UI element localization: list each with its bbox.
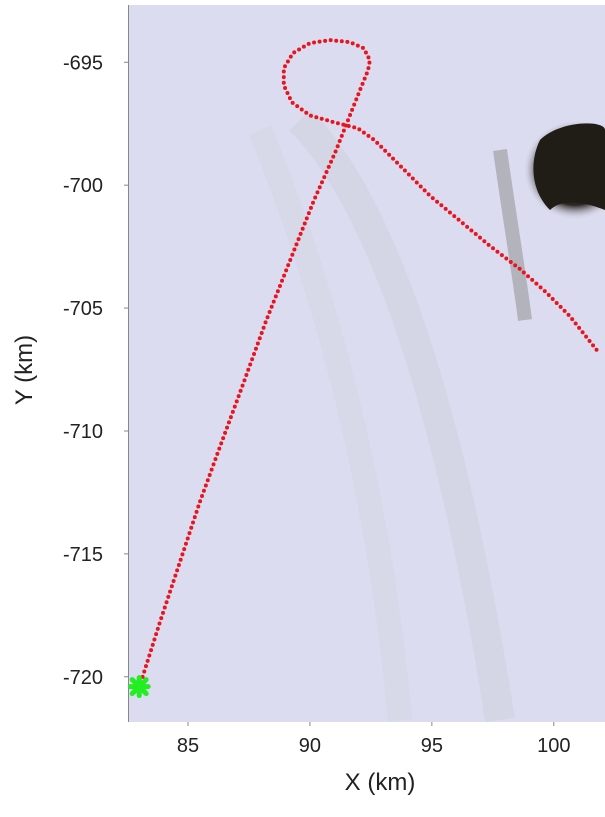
y-tick-label: -710 [63,421,103,443]
y-tick-label: -695 [63,52,103,74]
background-image [128,5,605,722]
trajectory [138,38,600,685]
start-marker [128,675,151,699]
x-tick-label: 100 [537,735,570,757]
y-tick-label: -720 [63,667,103,689]
y-tick-label: -700 [63,175,103,197]
x-axis-label: X (km) [345,769,416,796]
y-tick-label: -715 [63,544,103,566]
y-tick-label: -705 [63,298,103,320]
x-tick-label: 90 [299,735,321,757]
y-axis-label: Y (km) [11,335,38,405]
series-layer [128,38,600,699]
plot-area [128,38,600,699]
x-tick-label: 85 [177,735,199,757]
x-tick-label: 95 [421,735,443,757]
